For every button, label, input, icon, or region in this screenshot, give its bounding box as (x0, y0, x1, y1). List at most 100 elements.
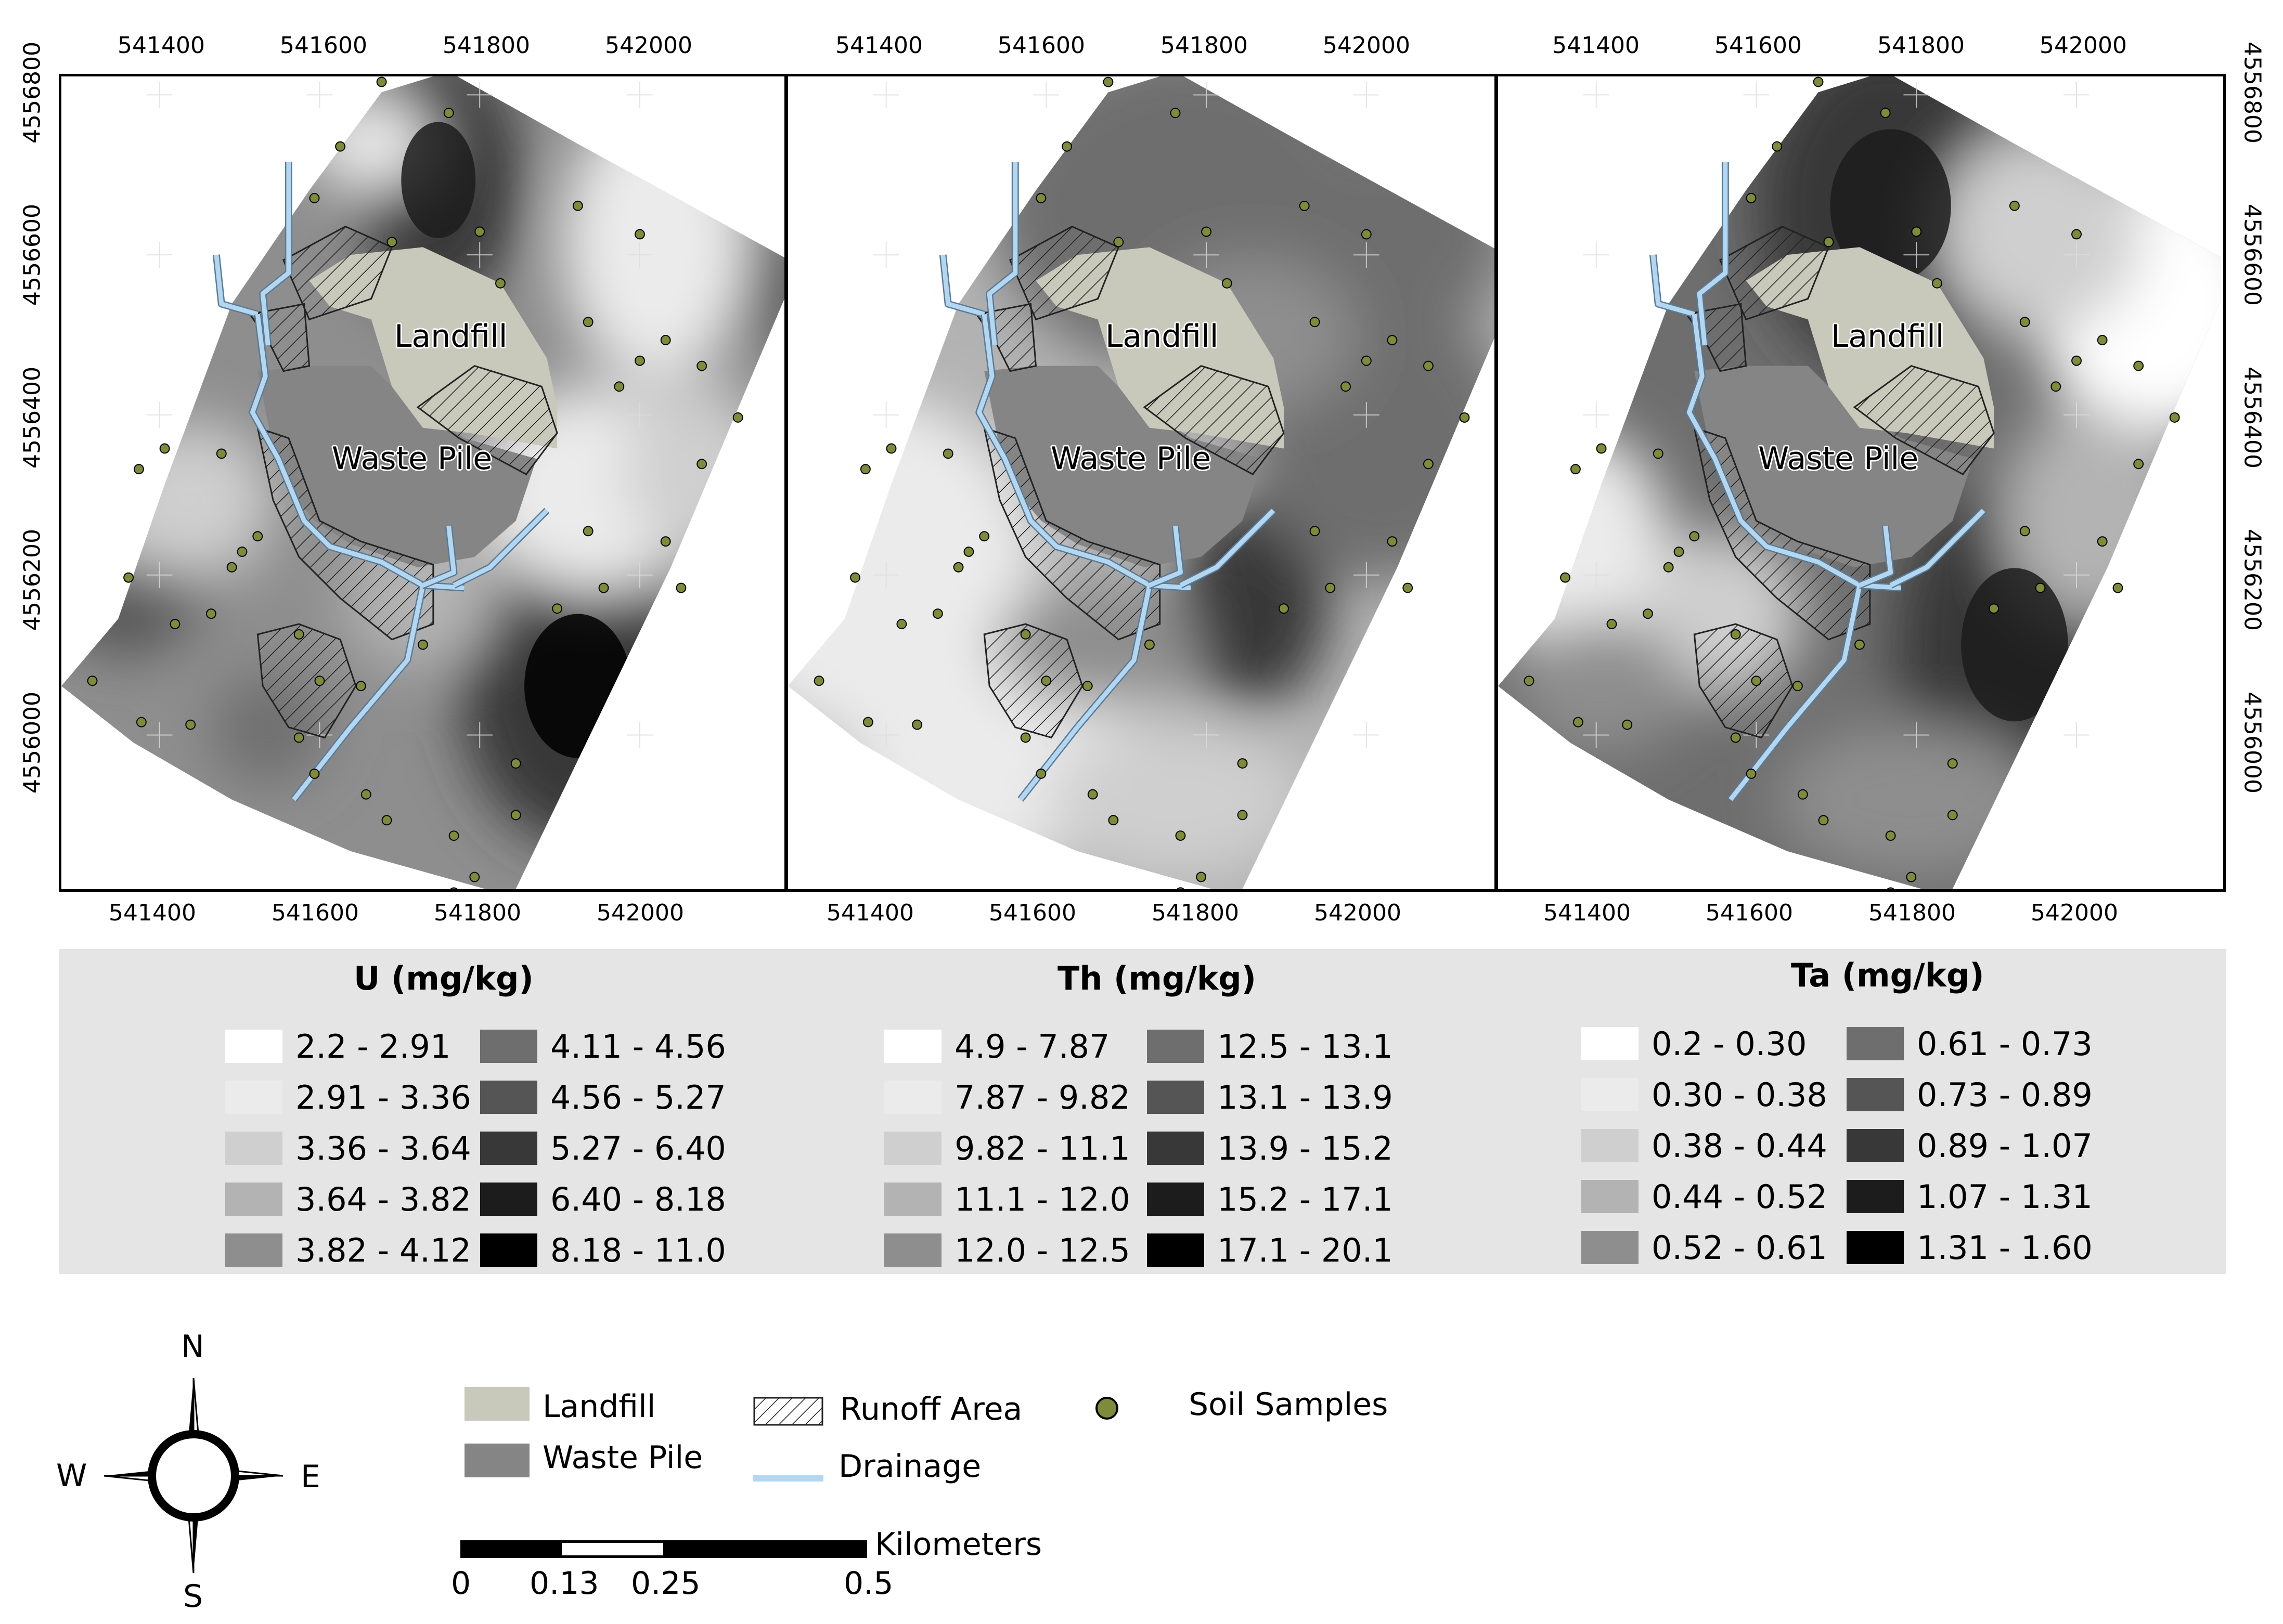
legend-class-label: 7.87 - 9.82 (955, 1079, 1130, 1116)
map-panel-u: Landfill Waste Pile (59, 74, 787, 892)
x-tick: 541600 (989, 900, 1076, 926)
legend-class-label: 15.2 - 17.1 (1217, 1180, 1393, 1218)
legend-swatch (884, 1030, 941, 1063)
class-legend-box: U (mg/kg) 2.2 - 2.91 2.91 - 3.36 3.36 - 3.… (59, 949, 2226, 1274)
waste-pile-legend-label: Waste Pile (543, 1439, 703, 1476)
legend-title: U (mg/kg) (354, 959, 534, 997)
legend-swatch (884, 1081, 941, 1114)
soil-sample-icon (1095, 1397, 1118, 1420)
y-tick: 4556400 (19, 367, 46, 469)
x-tick: 541800 (434, 900, 521, 926)
legend-swatch (480, 1183, 537, 1216)
legend-swatch (480, 1030, 537, 1063)
scale-tick-label: 0.25 (631, 1565, 701, 1602)
y-tick: 4556200 (2239, 529, 2266, 631)
legend-class-label: 2.2 - 2.91 (295, 1028, 451, 1066)
waste-pile-swatch (465, 1444, 530, 1477)
compass-icon (104, 1378, 283, 1574)
landfill-swatch (465, 1387, 530, 1421)
scale-tick-label: 0.5 (844, 1565, 894, 1602)
x-tick: 542000 (1323, 32, 1410, 59)
legend-class-label: 4.56 - 5.27 (550, 1079, 726, 1116)
x-tick: 541600 (280, 32, 367, 59)
legend-class-label: 0.61 - 0.73 (1917, 1025, 2093, 1063)
north-label: N (181, 1329, 204, 1365)
legend-swatch (1147, 1183, 1204, 1216)
x-tick: 541800 (1160, 32, 1248, 59)
legend-class-label: 11.1 - 12.0 (955, 1180, 1130, 1218)
legend-swatch (1847, 1027, 1904, 1060)
legend-swatch (1847, 1231, 1904, 1264)
legend-title: Th (mg/kg) (1057, 959, 1256, 997)
west-label: W (56, 1458, 87, 1494)
waste-pile-label: Waste Pile (332, 440, 493, 477)
legend-class-label: 0.30 - 0.38 (1652, 1076, 1827, 1114)
legend-class-label: 3.64 - 3.82 (295, 1180, 471, 1218)
legend-class-label: 13.9 - 15.2 (1217, 1129, 1393, 1167)
x-tick: 541600 (998, 32, 1085, 59)
x-tick: 541600 (1714, 32, 1802, 59)
legend-swatch (1847, 1129, 1904, 1162)
x-tick: 541600 (1706, 900, 1793, 926)
north-arrow: N S W E (52, 1329, 333, 1620)
x-tick: 541400 (827, 900, 914, 926)
legend-swatch (1147, 1030, 1204, 1063)
landfill-label: Landfill (1105, 318, 1219, 355)
legend-class-label: 12.5 - 13.1 (1217, 1028, 1393, 1066)
x-tick: 542000 (2040, 32, 2127, 59)
legend-class-label: 1.07 - 1.31 (1917, 1178, 2093, 1216)
legend-class-label: 1.31 - 1.60 (1917, 1229, 2093, 1267)
landfill-label: Landfill (394, 318, 508, 355)
legend-swatch (1581, 1027, 1639, 1060)
x-tick: 541800 (1877, 32, 1965, 59)
scale-bar-frame (460, 1540, 867, 1558)
legend-swatch (225, 1030, 282, 1063)
legend-class-label: 0.38 - 0.44 (1652, 1127, 1827, 1165)
scale-tick-label: 0 (451, 1565, 471, 1602)
legend-class-label: 0.73 - 0.89 (1917, 1076, 2093, 1114)
legend-swatch (1581, 1180, 1639, 1213)
legend-swatch (225, 1081, 282, 1114)
x-tick: 541800 (443, 32, 530, 59)
landfill-label: Landfill (1831, 318, 1944, 355)
legend-class-label: 5.27 - 6.40 (550, 1129, 726, 1167)
waste-pile-label: Waste Pile (1758, 440, 1919, 477)
legend-class-label: 4.11 - 4.56 (550, 1028, 726, 1066)
y-tick: 4556000 (19, 692, 46, 794)
th-map-svg (788, 76, 1494, 889)
x-tick: 542000 (605, 32, 692, 59)
legend-swatch (884, 1132, 941, 1165)
map-panel-ta: Landfill Waste Pile (1495, 74, 2226, 892)
legend-swatch (225, 1183, 282, 1216)
legend-class-label: 0.89 - 1.07 (1917, 1127, 2093, 1165)
x-tick: 541400 (1552, 32, 1640, 59)
legend-swatch (884, 1183, 941, 1216)
legend-class-label: 0.44 - 0.52 (1652, 1178, 1827, 1216)
legend-class-label: 13.1 - 13.9 (1217, 1079, 1393, 1116)
landfill-legend-label: Landfill (543, 1388, 656, 1425)
legend-swatch (1581, 1231, 1639, 1264)
legend-swatch (480, 1233, 537, 1267)
x-tick: 541400 (1543, 900, 1631, 926)
x-tick: 541800 (1868, 900, 1956, 926)
legend-class-label: 3.82 - 4.12 (295, 1231, 471, 1269)
legend-class-label: 4.9 - 7.87 (955, 1028, 1110, 1066)
y-tick: 4556800 (2239, 42, 2266, 144)
legend-swatch (225, 1132, 282, 1165)
y-tick: 4556800 (19, 42, 46, 144)
x-tick: 542000 (597, 900, 684, 926)
legend-class-label: 17.1 - 20.1 (1217, 1231, 1393, 1269)
y-tick: 4556400 (2239, 367, 2266, 469)
legend-class-label: 6.40 - 8.18 (550, 1180, 726, 1218)
ta-map-svg (1498, 76, 2222, 889)
drainage-legend-label: Drainage (839, 1448, 982, 1485)
x-tick: 541800 (1152, 900, 1239, 926)
drainage-swatch (753, 1475, 823, 1482)
legend-class-label: 2.91 - 3.36 (295, 1079, 471, 1116)
map-panel-th: Landfill Waste Pile (785, 74, 1497, 892)
runoff-swatch (753, 1397, 823, 1426)
waste-pile-label: Waste Pile (1051, 440, 1211, 477)
scale-bar-white-segment (562, 1543, 663, 1555)
x-tick: 541400 (109, 900, 196, 926)
legend-swatch (1581, 1129, 1639, 1162)
